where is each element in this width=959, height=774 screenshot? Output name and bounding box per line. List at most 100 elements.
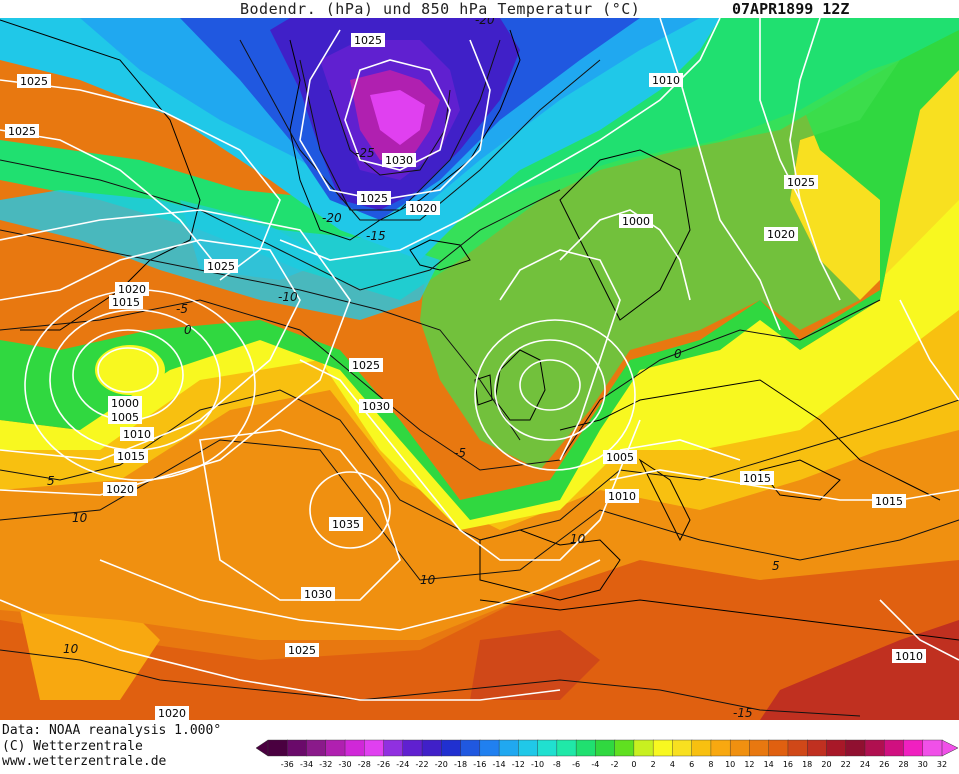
isobar-label: 1035: [332, 518, 360, 531]
colorbar-swatch: [729, 739, 751, 757]
isobar-label: 1010: [652, 74, 680, 87]
colorbar-swatch: [749, 739, 770, 757]
colorbar-swatch: [344, 739, 365, 757]
isobar-label: 1015: [875, 495, 903, 508]
isobar-1035-azores: [309, 471, 391, 549]
colorbar-swatch: [787, 739, 808, 757]
colorbar-swatch: [306, 739, 327, 757]
isobar-label: 1025: [352, 359, 380, 372]
temperature-label: 10: [63, 642, 79, 656]
isobar-label: 1025: [20, 75, 48, 88]
colorbar-tick-label: 18: [802, 760, 812, 769]
isobar-label: 1025: [360, 192, 388, 205]
colorbar-tick-label: 2: [651, 760, 656, 769]
colorbar-tick-label: 30: [918, 760, 928, 769]
weather-map[interactable]: 1025 1025 1025 1030 1025 1020 1010 1025 …: [0, 18, 959, 720]
isobar-low-britain-ring-2: [474, 319, 636, 471]
colorbar-swatch: [325, 739, 346, 757]
isobar-label: 1020: [158, 707, 186, 720]
temperature-contour-minus-5: [0, 229, 521, 441]
colorbar-swatch: [845, 739, 866, 757]
colorbar-swatch: [402, 739, 423, 757]
temperature-contour-minus-20: [299, 39, 501, 211]
colorbar-swatch: [498, 739, 520, 757]
coastline-scandinavia: [559, 149, 691, 321]
isobar-1010-southeast: [879, 599, 959, 661]
colorbar-tick-label: -36: [281, 760, 294, 769]
weather-map-svg: 1025 1025 1025 1030 1025 1020 1010 1025 …: [0, 18, 959, 720]
isobar-label: 1030: [385, 154, 413, 167]
coastline-italy: [638, 458, 691, 542]
colorbar-tick-label: -32: [319, 760, 332, 769]
title-bar: Bodendr. (hPa) und 850 hPa Temperatur (°…: [0, 0, 959, 18]
temperature-label: -10: [278, 290, 298, 304]
colorbar-tick-label: -22: [416, 760, 429, 769]
isobar-label: 1025: [8, 125, 36, 138]
temperature-zone-2: [0, 80, 959, 530]
colorbar-swatch: [614, 739, 635, 757]
temperature-contour-minus-15: [239, 39, 601, 221]
isobar-label: 1000: [111, 397, 139, 410]
colorbar-tick-label: 24: [860, 760, 870, 769]
temperature-colorbar: -36 -34 -32 -30 -28 -26 -24 -22 -20 -18 -16 -14 -12-…: [255, 738, 959, 770]
colorbar-swatch: [633, 739, 654, 757]
colorbar-tick-label: -30: [338, 760, 351, 769]
temperature-label: -25: [355, 146, 375, 160]
colorbar-tick-label: 6: [689, 760, 694, 769]
isobar-label: 1020: [767, 228, 795, 241]
colorbar-tick-label: -8: [553, 760, 561, 769]
isobar-1020-greenland: [279, 18, 721, 261]
isobar-1025-west-2: [0, 129, 221, 271]
colorbar-tick-label: -14: [493, 760, 506, 769]
isobar-1025-west: [0, 79, 281, 281]
temperature-label: -20: [322, 211, 342, 225]
map-date: 07APR1899 12Z: [732, 0, 850, 18]
data-source-credit: Data: NOAA reanalysis 1.000°: [2, 723, 222, 738]
colorbar-swatch: [672, 739, 693, 757]
colorbar-svg: -36 -34 -32 -30 -28 -26 -24 -22 -20 -18 -16 -14 -12-…: [255, 739, 959, 769]
isobar-label: 1015: [112, 296, 140, 309]
temperature-label: -15: [733, 706, 753, 720]
coastline-iceland: [409, 239, 471, 271]
colorbar-swatch: [537, 739, 558, 757]
colorbar-swatch: [807, 739, 828, 757]
coastline-ireland: [474, 374, 493, 406]
colorbar-tick-label: 20: [821, 760, 831, 769]
isobar-1010-med: [619, 439, 741, 461]
isobar-label: 1025: [787, 176, 815, 189]
colorbar-swatch: [421, 739, 443, 757]
colorbar-tick-label: 10: [725, 760, 735, 769]
isobar-label: 1015: [117, 450, 145, 463]
isobar-label-group: 1025 1025 1025 1030 1025 1020 1010 1025 …: [5, 33, 926, 720]
temperature-contour-10: [0, 439, 959, 581]
colorbar-swatch: [267, 739, 288, 757]
temperature-zone-minus-30: [370, 90, 425, 145]
temperature-label: -20: [475, 18, 495, 27]
temperature-label: -5: [176, 302, 188, 316]
isobar-label: 1020: [106, 483, 134, 496]
colorbar-swatch: [518, 739, 539, 757]
colorbar-swatch: [383, 739, 404, 757]
colorbar-tick-label: 8: [708, 760, 713, 769]
colorbar-tick-label: -4: [591, 760, 599, 769]
colorbar-tick-label: 16: [783, 760, 793, 769]
isobar-label: 1030: [362, 400, 390, 413]
temperature-zone-14: [470, 630, 600, 700]
colorbar-tick-label: -16: [473, 760, 486, 769]
isobar-label: 1010: [895, 650, 923, 663]
colorbar-tick-label: 28: [898, 760, 908, 769]
temperature-label: 10: [72, 511, 88, 525]
isobar-1020: [0, 209, 351, 496]
colorbar-swatch: [884, 739, 905, 757]
temperature-label: 5: [772, 559, 780, 573]
isobar-1025-east: [789, 18, 821, 201]
colorbar-swatch: [575, 739, 597, 757]
isobar-label: 1005: [111, 411, 139, 424]
colorbar-tick-label: 22: [841, 760, 851, 769]
isobar-1030-azores: [199, 429, 401, 601]
colorbar-tick-label: -28: [358, 760, 371, 769]
website-link[interactable]: www.wetterzentrale.de: [2, 754, 167, 769]
colorbar-arrow-left: [255, 739, 269, 757]
colorbar-swatch: [460, 739, 481, 757]
colorbar-tick-label: 14: [764, 760, 774, 769]
